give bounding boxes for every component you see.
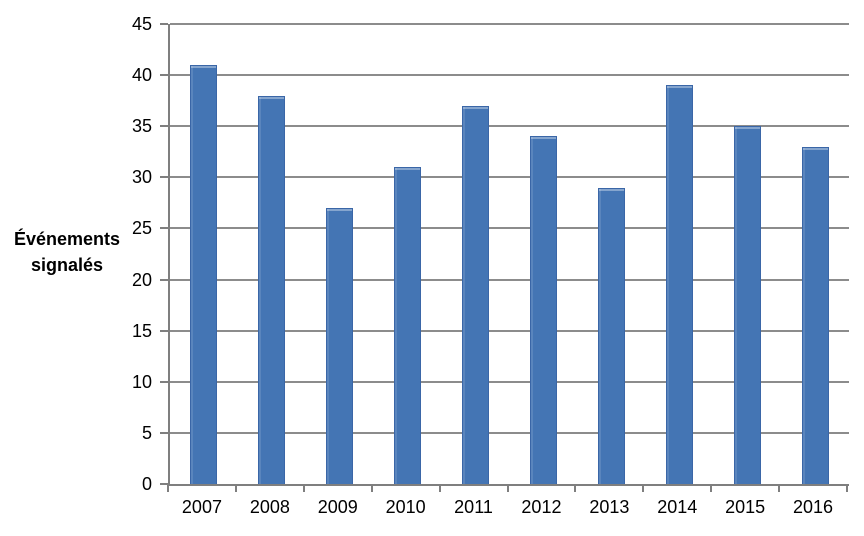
y-tick-label: 25 [131, 218, 152, 239]
x-tick-mark [302, 484, 305, 492]
y-tick-label: 45 [131, 14, 152, 34]
y-tick-mark [160, 329, 168, 332]
y-tick-label: 15 [131, 320, 152, 341]
y-axis-title: Événements signalés [13, 229, 121, 275]
x-tick-mark [574, 484, 577, 492]
y-tick-mark [160, 431, 168, 434]
y-tick-label: 35 [131, 116, 152, 137]
y-tick-label: 10 [131, 371, 152, 392]
x-tick-mark [167, 484, 169, 492]
gridline [170, 431, 849, 434]
y-tick-mark [160, 74, 168, 77]
x-tick-label: 2012 [521, 497, 562, 517]
y-tick-label: 40 [131, 65, 152, 86]
y-tick-mark [160, 483, 168, 485]
x-tick-mark [710, 484, 713, 492]
bar-2007 [190, 64, 218, 484]
y-tick-label: 0 [141, 474, 152, 494]
bar-2016 [801, 146, 829, 484]
x-tick-label: 2013 [589, 497, 630, 517]
bar-2015 [733, 126, 761, 484]
x-tick-mark [370, 484, 373, 492]
gridline [170, 74, 849, 77]
y-tick-mark [160, 227, 168, 230]
gridline [170, 380, 849, 383]
y-tick-mark [160, 176, 168, 179]
y-tick-mark [160, 23, 168, 25]
x-tick-label: 2011 [454, 497, 493, 517]
gridline [170, 125, 849, 128]
x-tick-mark [438, 484, 441, 492]
bar-2008 [258, 95, 286, 484]
x-tick-mark [778, 484, 781, 492]
x-tick-label: 2015 [725, 497, 766, 517]
y-tick-label: 5 [141, 422, 152, 443]
gridline [170, 227, 849, 230]
y-tick-mark [160, 278, 168, 281]
gridline [170, 176, 849, 179]
gridline [170, 329, 849, 332]
bar-2012 [529, 136, 557, 484]
bar-2011 [462, 105, 490, 484]
x-tick-mark [846, 484, 848, 492]
plot-area [168, 23, 849, 486]
y-tick-label: 30 [131, 167, 152, 188]
x-tick-mark [506, 484, 509, 492]
y-tick-mark [160, 380, 168, 383]
gridline [170, 23, 849, 25]
bar-2014 [665, 85, 693, 484]
y-tick-label: 20 [131, 269, 152, 290]
x-tick-label: 2009 [317, 497, 358, 517]
x-tick-mark [234, 484, 237, 492]
x-tick-label: 2014 [657, 497, 698, 517]
x-tick-mark [642, 484, 645, 492]
gridline [170, 278, 849, 281]
x-tick-label: 2010 [385, 497, 426, 517]
x-tick-label: 2007 [181, 497, 222, 517]
x-tick-label: 2016 [793, 497, 834, 517]
y-tick-mark [160, 125, 168, 128]
bar-2010 [394, 167, 422, 484]
bar-2013 [597, 187, 625, 484]
bar-2009 [326, 208, 354, 484]
x-tick-label: 2008 [249, 497, 290, 517]
